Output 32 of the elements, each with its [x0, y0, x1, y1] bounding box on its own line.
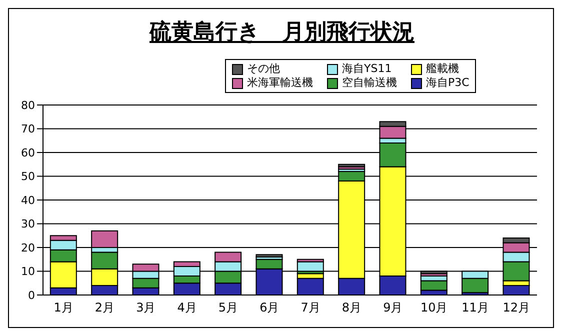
x-tick-label: 5月 [218, 300, 238, 315]
y-tick-label: 0 [28, 288, 35, 302]
bar [296, 278, 324, 295]
x-tick-label: 9月 [383, 300, 403, 315]
x-tick-label: 4月 [177, 300, 197, 315]
y-tick-label: 50 [21, 170, 35, 184]
y-tick-label: 40 [21, 194, 35, 207]
x-tick-label: 8月 [342, 300, 362, 315]
x-tick-label: 6月 [260, 300, 280, 315]
y-tick-label: 80 [21, 98, 35, 112]
bar [420, 280, 448, 291]
y-tick-label: 30 [21, 218, 35, 231]
y-tick-label: 20 [21, 241, 35, 254]
legend-label: 海自P3C [426, 76, 470, 90]
legend-label: 艦載機 [426, 62, 459, 76]
chart-title: 硫黄島行き 月別飛行状況 [148, 19, 416, 47]
legend-label: 空自輸送機 [342, 76, 397, 90]
legend-label: 海自YS11 [342, 62, 392, 76]
x-tick-label: 10月 [420, 300, 448, 315]
x-tick-label: 3月 [136, 300, 156, 315]
y-tick-label: 70 [21, 122, 35, 136]
x-tick-label: 12月 [502, 300, 530, 315]
bar [256, 254, 283, 258]
x-tick-label: 2月 [94, 300, 115, 315]
legend-label: その他 [247, 62, 280, 76]
x-tick-label: 1月 [54, 300, 74, 315]
legend-label: 米海軍輸送機 [247, 76, 313, 90]
bar [338, 164, 366, 168]
y-tick-label: 10 [21, 265, 35, 278]
x-tick-label: 7月 [300, 300, 320, 315]
y-tick-label: 60 [21, 146, 35, 160]
x-tick-label: 11月 [462, 300, 489, 315]
